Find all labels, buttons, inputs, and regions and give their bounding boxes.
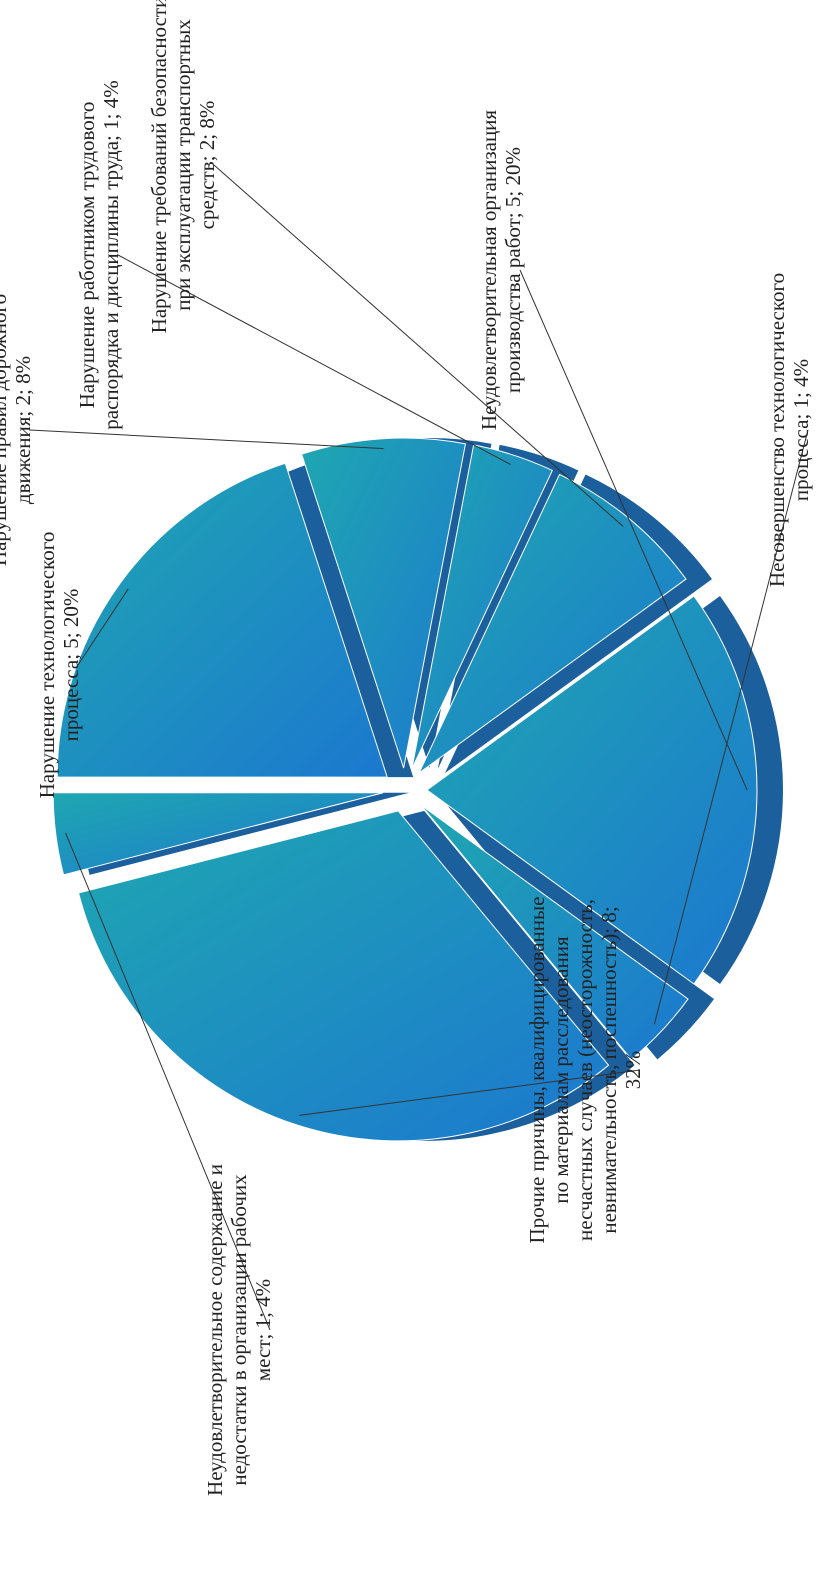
slice-label-line: производства работ; 5; 20% xyxy=(501,147,525,393)
slice-label-line: процесса; 1; 4% xyxy=(789,359,813,501)
slice-label: Неудовлетворительная организацияпроизвод… xyxy=(477,110,525,430)
slice-label-line: Несовершенство технологического xyxy=(765,273,789,587)
slice-label-line: Неудовлетворительное содержание и xyxy=(203,1164,227,1496)
slice-label-line: Нарушение технологического xyxy=(35,532,59,799)
pie-face-layer xyxy=(53,438,757,1141)
slice-label: Неудовлетворительное содержание инедоста… xyxy=(203,1164,275,1496)
slice-label-line: средств; 2; 8% xyxy=(195,101,219,230)
slice-label-line: движения; 2; 8% xyxy=(11,356,35,504)
slice-label-line: невнимательность, поспешность); 8; xyxy=(597,906,621,1233)
slice-label: Несовершенство технологическогопроцесса;… xyxy=(765,273,813,587)
slice-label-line: Нарушение правил дорожного xyxy=(0,294,11,566)
slice-label-line: процесса; 5; 20% xyxy=(59,589,83,742)
slice-label-line: мест; 1; 4% xyxy=(251,1279,275,1381)
slice-label-line: распорядка и дисциплины труда; 1; 4% xyxy=(99,80,123,429)
slice-label-line: по материалам расследования xyxy=(549,936,573,1204)
slice-label: Нарушение требований безопасностипри экс… xyxy=(147,0,219,333)
slice-label-line: Неудовлетворительная организация xyxy=(477,110,501,430)
slice-label-line: 32% xyxy=(621,1051,645,1090)
slice-label-line: Прочие причины, квалифицированные xyxy=(525,897,549,1244)
slice-label-line: несчастных случаев (неосторожность, xyxy=(573,899,597,1241)
slice-label-line: при эксплуатации транспортных xyxy=(171,19,195,311)
slice-label-line: Нарушение работником трудового xyxy=(75,102,99,409)
slice-label-line: недостатки в организации рабочих xyxy=(227,1174,251,1486)
leader-line xyxy=(30,430,384,449)
slice-label-line: Нарушение требований безопасности xyxy=(147,0,171,333)
slice-label: Нарушение правил дорожногодвижения; 2; 8… xyxy=(0,294,35,566)
slice-label: Нарушение работником трудовогораспорядка… xyxy=(75,80,123,429)
